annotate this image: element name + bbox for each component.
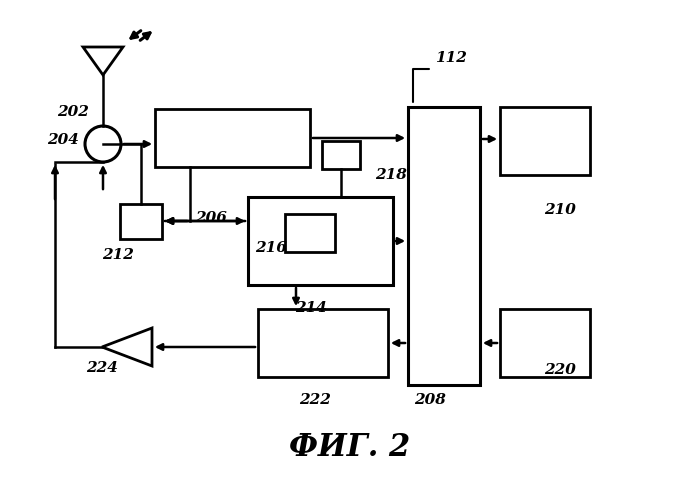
Text: 204: 204 xyxy=(47,133,79,147)
Bar xyxy=(120,205,162,240)
Bar xyxy=(285,214,335,253)
Text: 214: 214 xyxy=(295,301,327,314)
Bar xyxy=(155,110,310,167)
Text: 202: 202 xyxy=(57,105,89,119)
Text: 224: 224 xyxy=(86,360,118,374)
Text: 206: 206 xyxy=(195,211,227,225)
Bar xyxy=(500,108,590,176)
Text: 220: 220 xyxy=(544,362,576,376)
Text: 212: 212 xyxy=(102,247,134,261)
Bar xyxy=(500,309,590,377)
Text: 210: 210 xyxy=(544,203,576,216)
Text: 222: 222 xyxy=(299,392,331,406)
Polygon shape xyxy=(83,48,123,76)
Bar xyxy=(322,142,360,170)
Text: 218: 218 xyxy=(375,167,407,182)
Text: 216: 216 xyxy=(255,241,287,255)
Text: 112: 112 xyxy=(435,51,467,65)
Bar xyxy=(408,108,480,385)
Text: 208: 208 xyxy=(414,392,446,406)
Text: ФИГ. 2: ФИГ. 2 xyxy=(289,432,411,463)
Bar xyxy=(248,197,393,286)
Polygon shape xyxy=(102,328,152,366)
Bar xyxy=(258,309,388,377)
